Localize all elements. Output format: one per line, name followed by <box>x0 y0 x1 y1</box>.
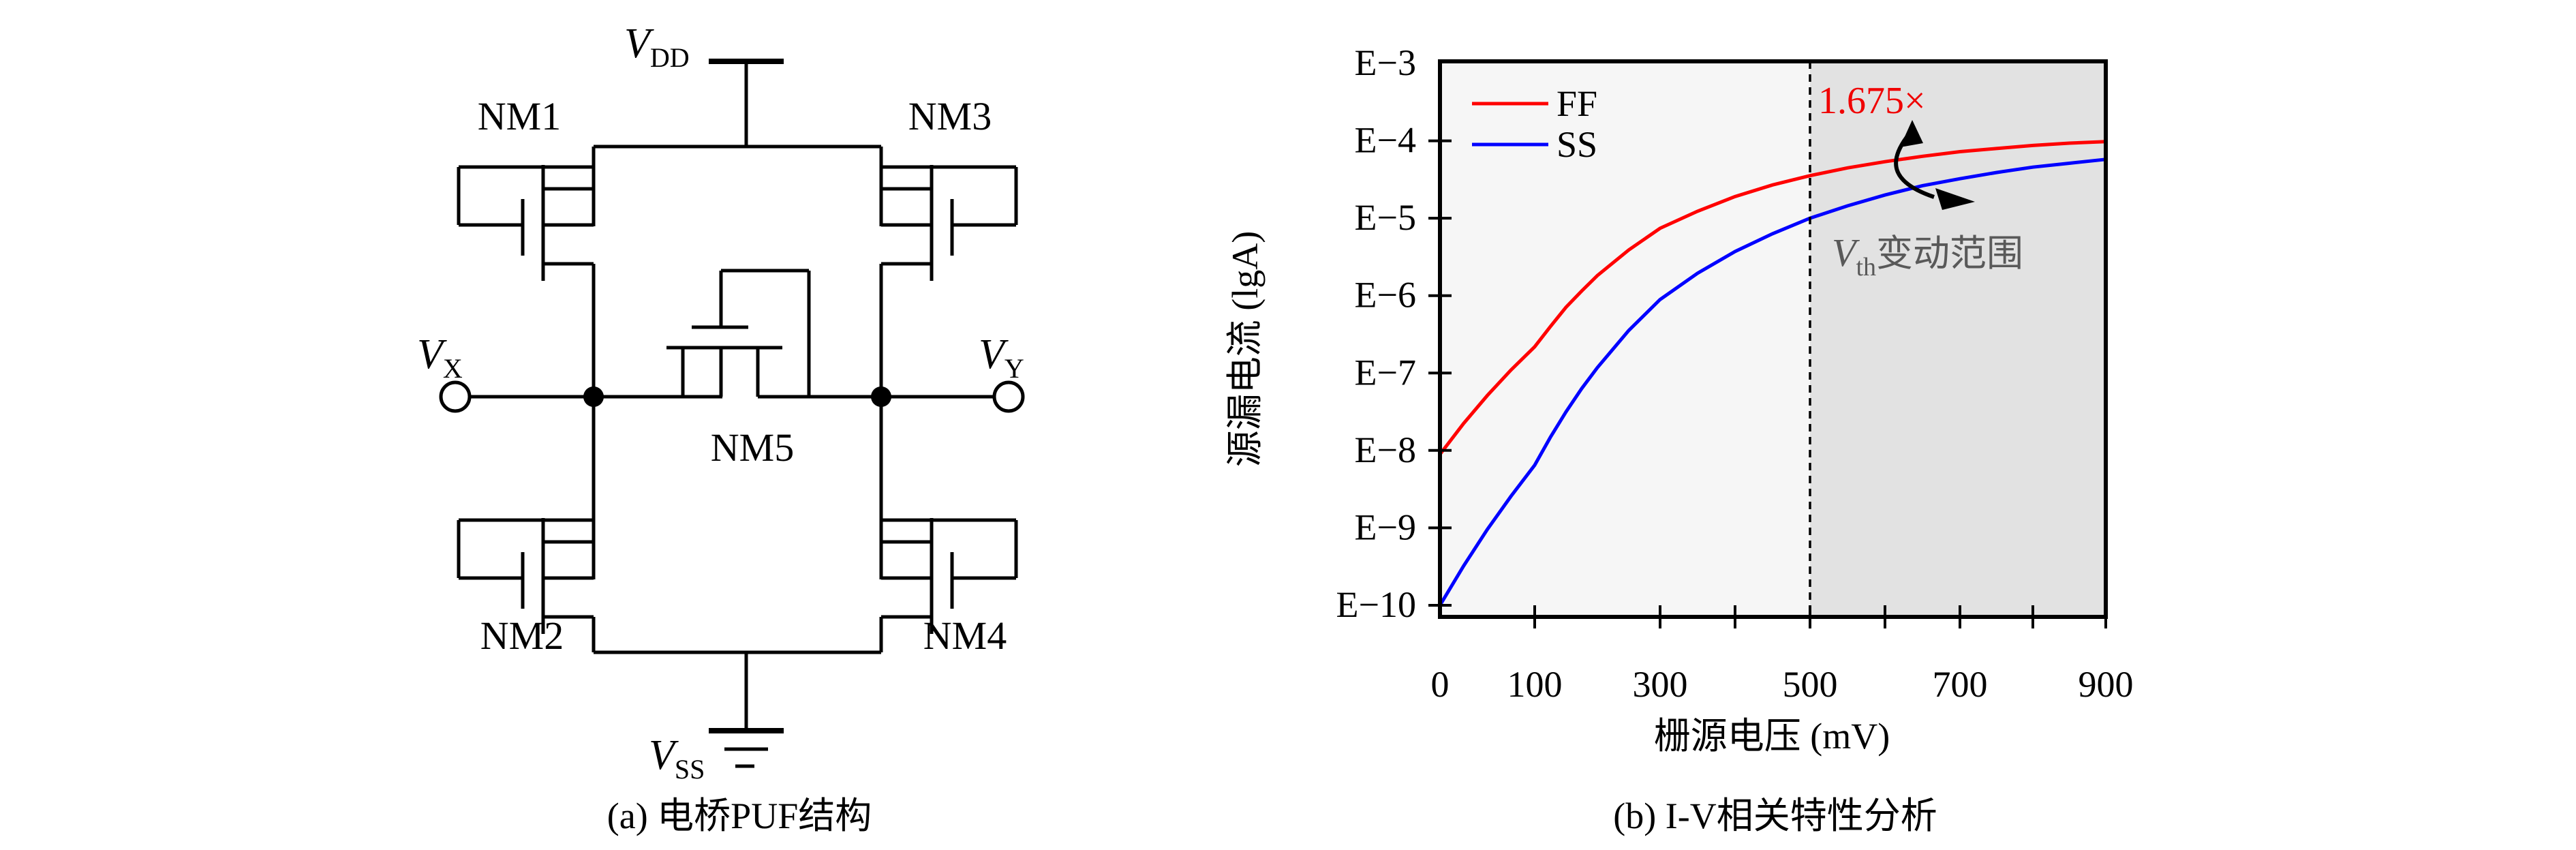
legend: FF SS <box>1472 83 1597 165</box>
y-axis-label: 源漏电流 (lgA) <box>1225 231 1266 467</box>
arrowhead-right <box>1935 188 1975 210</box>
transistor-nm5: NM5 <box>666 269 811 470</box>
vy-label: VY <box>979 331 1024 384</box>
nm3-label: NM3 <box>908 94 992 138</box>
y-tick-label-E−6: E−6 <box>1355 275 1416 316</box>
x-tick-label-900: 900 <box>2079 664 2134 705</box>
ff-curve <box>1439 140 2106 456</box>
curved-double-arrow <box>1894 120 1975 210</box>
plot-bg-left <box>1440 61 1810 617</box>
vth-range-annotation: Vth变动范围 <box>1832 230 2023 282</box>
x-tick-label-700: 700 <box>1933 664 1988 705</box>
transistor-nm4: NM4 <box>881 518 1016 658</box>
vy-node-dot <box>871 386 891 407</box>
x-tick-label-300: 300 <box>1633 664 1688 705</box>
transistor-nm1: NM1 <box>459 94 594 281</box>
nm1-label: NM1 <box>478 94 561 138</box>
y-tick-label-E−4: E−4 <box>1355 120 1416 161</box>
vdd-label: VDD <box>624 20 690 73</box>
ratio-annotation: 1.675× <box>1818 80 1926 122</box>
y-tick-label-E−10: E−10 <box>1336 584 1416 625</box>
vx-port-circle <box>439 380 472 413</box>
plot-border <box>1438 59 2108 619</box>
y-axis-ticks: E−3 E−4 E−5 E−6 E−7 E−8 E−9 E−10 <box>1336 42 1452 625</box>
nm5-label: NM5 <box>711 425 794 470</box>
nm2-label: NM2 <box>480 613 564 658</box>
panel-a-circuit: VDD NM1 NM3 NM2 NM4 <box>417 20 1025 836</box>
x-tick-label-100: 100 <box>1507 664 1563 705</box>
vy-terminal: VY <box>758 331 1025 413</box>
branch-wires <box>592 147 883 652</box>
caption-a: (a) 电桥PUF结构 <box>607 795 872 836</box>
y-tick-label-E−3: E−3 <box>1355 42 1416 83</box>
panel-b-chart: E−3 E−4 E−5 E−6 E−7 E−8 E−9 E−10 0 100 300 500 700 9… <box>1225 42 2134 836</box>
vx-label: VX <box>417 331 463 384</box>
plot-bg-shaded-vth-region <box>1810 61 2106 617</box>
x-axis-label: 栅源电压 (mV) <box>1654 716 1890 757</box>
caption-b: (b) I-V相关特性分析 <box>1613 795 1937 836</box>
nm4-label: NM4 <box>923 613 1007 658</box>
vdd-supply: VDD <box>624 20 784 147</box>
y-tick-label-E−5: E−5 <box>1355 197 1416 238</box>
transistor-nm2: NM2 <box>459 518 594 658</box>
x-tick-label-0: 0 <box>1431 664 1450 705</box>
x-tick-label-500: 500 <box>1783 664 1838 705</box>
arrowhead-up <box>1900 120 1923 147</box>
vss-ground: VSS <box>649 652 784 785</box>
legend-ss-label: SS <box>1557 124 1597 165</box>
transistor-nm3: NM3 <box>881 94 1016 281</box>
x-axis-ticks: 0 100 300 500 700 900 <box>1431 605 2134 705</box>
y-tick-label-E−8: E−8 <box>1355 429 1416 470</box>
vx-terminal: VX <box>417 331 722 413</box>
ss-curve <box>1438 157 2106 607</box>
vx-node-dot <box>583 386 604 407</box>
y-tick-label-E−9: E−9 <box>1355 506 1416 547</box>
y-tick-label-E−7: E−7 <box>1355 352 1416 393</box>
vy-port-circle <box>992 380 1025 413</box>
vss-label: VSS <box>649 732 705 785</box>
legend-ff-label: FF <box>1557 83 1597 124</box>
